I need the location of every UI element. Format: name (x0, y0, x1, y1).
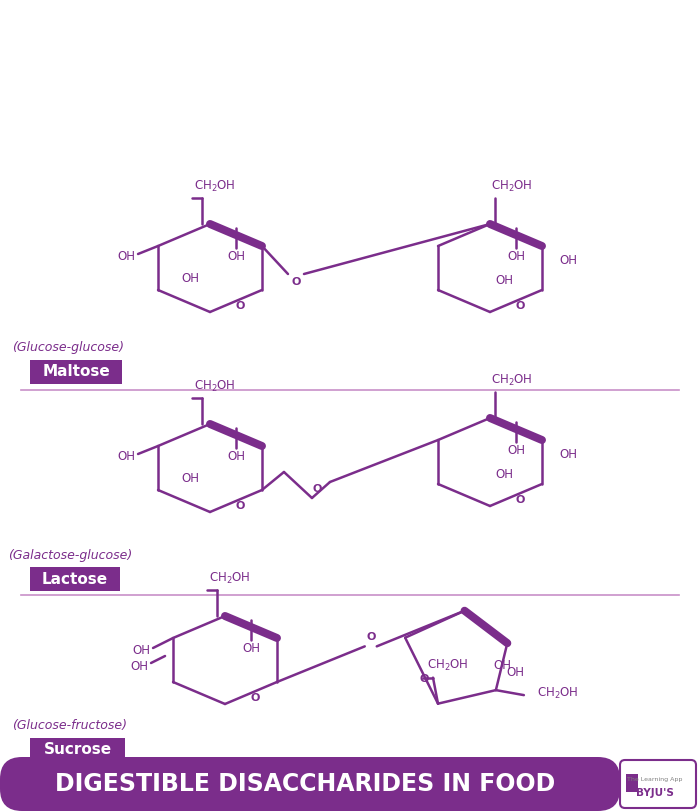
Text: OH: OH (117, 250, 135, 263)
Text: CH$_2$OH: CH$_2$OH (427, 658, 469, 673)
Text: OH: OH (495, 467, 513, 480)
Text: OH: OH (227, 450, 245, 464)
Bar (626, 774, 638, 792)
Bar (30, 360, 122, 384)
FancyBboxPatch shape (0, 757, 620, 811)
Text: OH: OH (494, 659, 511, 672)
Text: OH: OH (181, 471, 199, 484)
Text: OH: OH (507, 444, 525, 457)
Text: O: O (420, 674, 429, 684)
Text: OH: OH (130, 659, 148, 672)
Text: OH: OH (559, 254, 577, 267)
Text: Maltose: Maltose (42, 364, 110, 380)
Text: O: O (251, 693, 260, 703)
Text: O: O (366, 633, 375, 642)
Text: (Galactose-glucose): (Galactose-glucose) (8, 548, 132, 561)
Text: CH$_2$OH: CH$_2$OH (491, 372, 533, 388)
Text: OH: OH (132, 645, 150, 658)
Text: CH$_2$OH: CH$_2$OH (209, 570, 251, 586)
Text: OH: OH (507, 666, 525, 679)
Text: OH: OH (227, 251, 245, 264)
Text: O: O (235, 501, 245, 511)
Text: O: O (291, 277, 301, 287)
Text: Lactose: Lactose (42, 572, 108, 586)
Text: O: O (235, 301, 245, 311)
Text: BYJU'S: BYJU'S (636, 788, 674, 798)
Text: O: O (312, 484, 321, 494)
Text: O: O (515, 495, 525, 505)
Text: O: O (515, 301, 525, 311)
Text: CH$_2$OH: CH$_2$OH (194, 379, 236, 393)
Text: CH$_2$OH: CH$_2$OH (194, 178, 236, 194)
Text: (Glucose-fructose): (Glucose-fructose) (13, 719, 127, 732)
Text: OH: OH (495, 273, 513, 286)
Text: Sucrose: Sucrose (43, 743, 111, 757)
Bar (30, 567, 120, 591)
Text: DIGESTIBLE DISACCHARIDES IN FOOD: DIGESTIBLE DISACCHARIDES IN FOOD (55, 772, 555, 796)
Text: OH: OH (242, 642, 260, 655)
FancyBboxPatch shape (620, 760, 696, 808)
Text: OH: OH (559, 448, 577, 461)
Text: (Glucose-glucose): (Glucose-glucose) (12, 341, 124, 354)
Bar (30, 738, 125, 762)
Text: CH$_2$OH: CH$_2$OH (491, 178, 533, 194)
Text: OH: OH (117, 449, 135, 462)
Text: OH: OH (181, 272, 199, 285)
Text: OH: OH (507, 251, 525, 264)
Text: CH$_2$OH: CH$_2$OH (537, 685, 579, 701)
Text: The Learning App: The Learning App (627, 778, 682, 783)
